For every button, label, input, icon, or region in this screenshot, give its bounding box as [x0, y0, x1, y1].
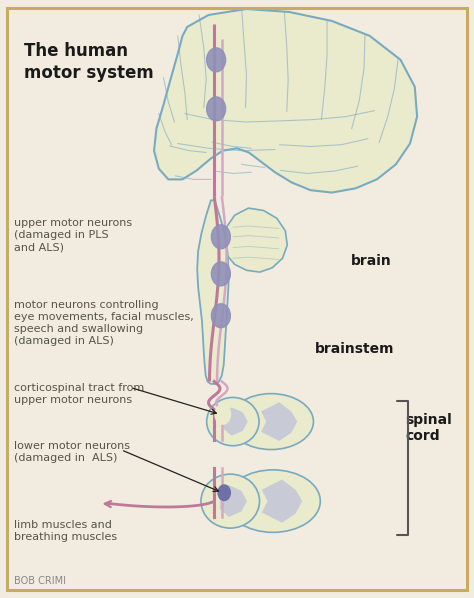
Text: The human
motor system: The human motor system — [24, 42, 154, 82]
Ellipse shape — [229, 393, 313, 450]
Polygon shape — [224, 208, 287, 272]
Circle shape — [218, 485, 230, 501]
Circle shape — [207, 48, 226, 72]
Text: spinal
cord: spinal cord — [405, 413, 452, 443]
Polygon shape — [197, 200, 228, 384]
Text: motor neurons controlling
eye movements, facial muscles,
speech and swallowing
(: motor neurons controlling eye movements,… — [14, 300, 194, 346]
Text: BOB CRIMI: BOB CRIMI — [14, 576, 66, 586]
Circle shape — [211, 262, 230, 286]
Polygon shape — [262, 480, 302, 523]
Polygon shape — [154, 9, 417, 193]
Circle shape — [207, 97, 226, 121]
Polygon shape — [220, 485, 247, 517]
Text: upper motor neurons
(damaged in PLS
and ALS): upper motor neurons (damaged in PLS and … — [14, 218, 132, 252]
Text: corticospinal tract from
upper motor neurons: corticospinal tract from upper motor neu… — [14, 383, 145, 405]
Text: brain: brain — [351, 254, 392, 268]
Polygon shape — [224, 407, 248, 436]
Ellipse shape — [201, 474, 260, 528]
Polygon shape — [261, 402, 297, 441]
Ellipse shape — [207, 398, 259, 446]
Text: brainstem: brainstem — [315, 342, 395, 356]
Circle shape — [215, 405, 230, 424]
Circle shape — [211, 304, 230, 328]
Ellipse shape — [226, 470, 320, 532]
Text: limb muscles and
breathing muscles: limb muscles and breathing muscles — [14, 520, 118, 542]
Circle shape — [211, 225, 230, 249]
Text: lower motor neurons
(damaged in  ALS): lower motor neurons (damaged in ALS) — [14, 441, 130, 463]
